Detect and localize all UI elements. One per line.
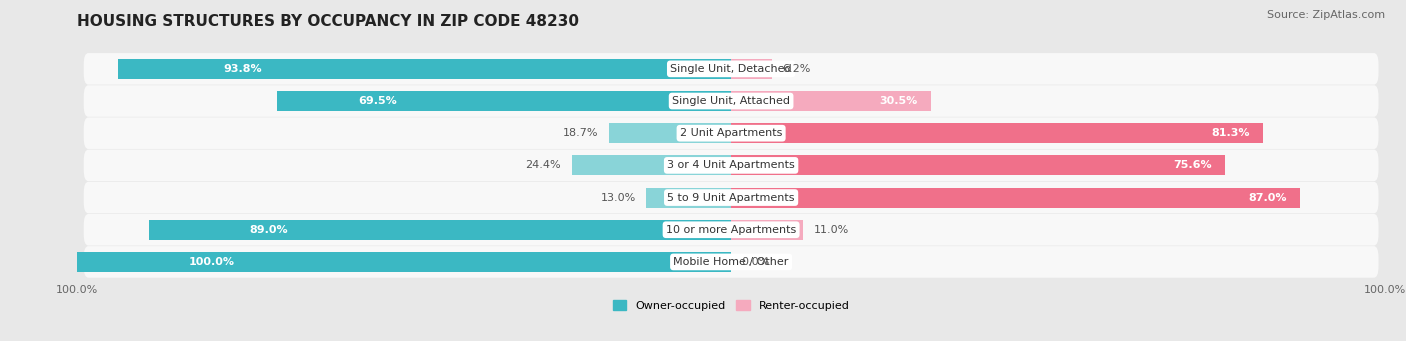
Text: Mobile Home / Other: Mobile Home / Other xyxy=(673,257,789,267)
FancyBboxPatch shape xyxy=(84,246,1378,278)
Bar xyxy=(731,188,1301,208)
Text: 89.0%: 89.0% xyxy=(250,225,288,235)
Text: 30.5%: 30.5% xyxy=(879,96,918,106)
Text: 75.6%: 75.6% xyxy=(1174,160,1212,170)
Text: 81.3%: 81.3% xyxy=(1211,128,1250,138)
Bar xyxy=(149,220,731,240)
Text: 11.0%: 11.0% xyxy=(814,225,849,235)
Text: 0.0%: 0.0% xyxy=(741,257,770,267)
Text: 3 or 4 Unit Apartments: 3 or 4 Unit Apartments xyxy=(668,160,794,170)
Bar xyxy=(731,123,1263,143)
FancyBboxPatch shape xyxy=(84,182,1378,213)
Text: 13.0%: 13.0% xyxy=(600,193,636,203)
Text: 2 Unit Apartments: 2 Unit Apartments xyxy=(681,128,782,138)
Text: 10 or more Apartments: 10 or more Apartments xyxy=(666,225,796,235)
Text: 6.2%: 6.2% xyxy=(782,64,810,74)
Bar xyxy=(731,155,1226,175)
Text: Source: ZipAtlas.com: Source: ZipAtlas.com xyxy=(1267,10,1385,20)
Bar xyxy=(731,91,931,111)
Bar xyxy=(731,220,803,240)
Text: HOUSING STRUCTURES BY OCCUPANCY IN ZIP CODE 48230: HOUSING STRUCTURES BY OCCUPANCY IN ZIP C… xyxy=(77,14,579,29)
Bar xyxy=(277,91,731,111)
Bar xyxy=(118,59,731,79)
Text: Single Unit, Attached: Single Unit, Attached xyxy=(672,96,790,106)
Text: 93.8%: 93.8% xyxy=(224,64,262,74)
Text: 87.0%: 87.0% xyxy=(1249,193,1286,203)
Text: 18.7%: 18.7% xyxy=(562,128,599,138)
Text: 5 to 9 Unit Apartments: 5 to 9 Unit Apartments xyxy=(668,193,794,203)
Text: 100.0%: 100.0% xyxy=(188,257,235,267)
Text: 24.4%: 24.4% xyxy=(526,160,561,170)
Bar xyxy=(731,59,772,79)
FancyBboxPatch shape xyxy=(84,150,1378,181)
Text: 69.5%: 69.5% xyxy=(359,96,396,106)
FancyBboxPatch shape xyxy=(84,117,1378,149)
FancyBboxPatch shape xyxy=(84,85,1378,117)
FancyBboxPatch shape xyxy=(84,214,1378,246)
Bar xyxy=(77,252,731,272)
FancyBboxPatch shape xyxy=(84,53,1378,85)
Bar xyxy=(647,188,731,208)
Bar xyxy=(572,155,731,175)
Text: Single Unit, Detached: Single Unit, Detached xyxy=(671,64,792,74)
Legend: Owner-occupied, Renter-occupied: Owner-occupied, Renter-occupied xyxy=(609,296,853,315)
Bar xyxy=(609,123,731,143)
